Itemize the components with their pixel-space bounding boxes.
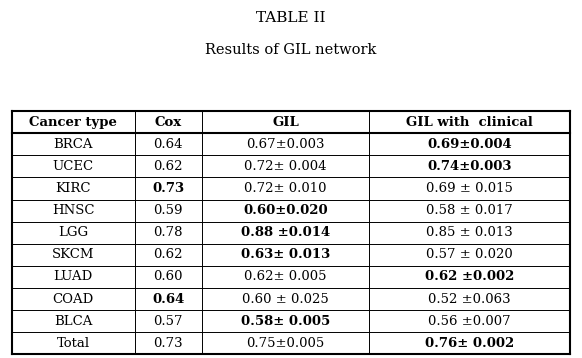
Text: 0.69 ± 0.015: 0.69 ± 0.015 xyxy=(427,182,513,195)
Text: 0.63± 0.013: 0.63± 0.013 xyxy=(241,248,330,261)
Text: 0.62: 0.62 xyxy=(153,160,183,173)
Text: BRCA: BRCA xyxy=(54,138,93,151)
Text: 0.52 ±0.063: 0.52 ±0.063 xyxy=(428,292,511,306)
Text: GIL with  clinical: GIL with clinical xyxy=(406,116,533,129)
Text: Cancer type: Cancer type xyxy=(29,116,117,129)
Text: 0.60 ± 0.025: 0.60 ± 0.025 xyxy=(242,292,329,306)
Text: UCEC: UCEC xyxy=(52,160,94,173)
Text: 0.67±0.003: 0.67±0.003 xyxy=(246,138,325,151)
Text: 0.56 ±0.007: 0.56 ±0.007 xyxy=(428,315,511,328)
Text: 0.64: 0.64 xyxy=(152,292,184,306)
Text: 0.60±0.020: 0.60±0.020 xyxy=(243,204,328,217)
Text: 0.88 ±0.014: 0.88 ±0.014 xyxy=(241,226,330,239)
Text: 0.73: 0.73 xyxy=(153,337,183,350)
Text: 0.76± 0.002: 0.76± 0.002 xyxy=(425,337,514,350)
Text: 0.57 ± 0.020: 0.57 ± 0.020 xyxy=(427,248,513,261)
Text: 0.69±0.004: 0.69±0.004 xyxy=(427,138,512,151)
Text: 0.72± 0.004: 0.72± 0.004 xyxy=(244,160,327,173)
Text: 0.78: 0.78 xyxy=(153,226,183,239)
Text: 0.62 ±0.002: 0.62 ±0.002 xyxy=(425,270,514,284)
Text: 0.85 ± 0.013: 0.85 ± 0.013 xyxy=(427,226,513,239)
Text: 0.57: 0.57 xyxy=(153,315,183,328)
Text: Results of GIL network: Results of GIL network xyxy=(205,43,377,57)
Text: 0.75±0.005: 0.75±0.005 xyxy=(246,337,325,350)
Text: 0.59: 0.59 xyxy=(153,204,183,217)
Text: 0.62: 0.62 xyxy=(153,248,183,261)
Text: LUAD: LUAD xyxy=(54,270,93,284)
Text: 0.64: 0.64 xyxy=(153,138,183,151)
Text: BLCA: BLCA xyxy=(54,315,93,328)
Text: TABLE II: TABLE II xyxy=(256,11,326,25)
Text: 0.74±0.003: 0.74±0.003 xyxy=(428,160,512,173)
Text: SKCM: SKCM xyxy=(52,248,94,261)
Text: GIL: GIL xyxy=(272,116,299,129)
Text: 0.72± 0.010: 0.72± 0.010 xyxy=(244,182,327,195)
Text: HNSC: HNSC xyxy=(52,204,94,217)
Text: COAD: COAD xyxy=(52,292,94,306)
Text: 0.62± 0.005: 0.62± 0.005 xyxy=(244,270,327,284)
Text: 0.73: 0.73 xyxy=(152,182,184,195)
Text: Cox: Cox xyxy=(154,116,182,129)
Text: 0.58 ± 0.017: 0.58 ± 0.017 xyxy=(427,204,513,217)
Text: LGG: LGG xyxy=(58,226,88,239)
Text: 0.60: 0.60 xyxy=(153,270,183,284)
Text: 0.58± 0.005: 0.58± 0.005 xyxy=(241,315,330,328)
Text: KIRC: KIRC xyxy=(55,182,91,195)
Text: Total: Total xyxy=(56,337,90,350)
